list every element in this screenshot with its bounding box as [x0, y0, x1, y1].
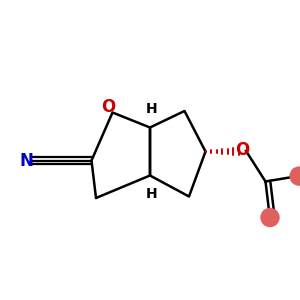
Text: O: O: [235, 141, 249, 159]
Text: O: O: [101, 98, 115, 116]
Text: H: H: [146, 187, 157, 201]
Circle shape: [261, 208, 279, 226]
Circle shape: [290, 167, 300, 185]
Text: N: N: [19, 152, 33, 169]
Text: H: H: [146, 102, 157, 116]
